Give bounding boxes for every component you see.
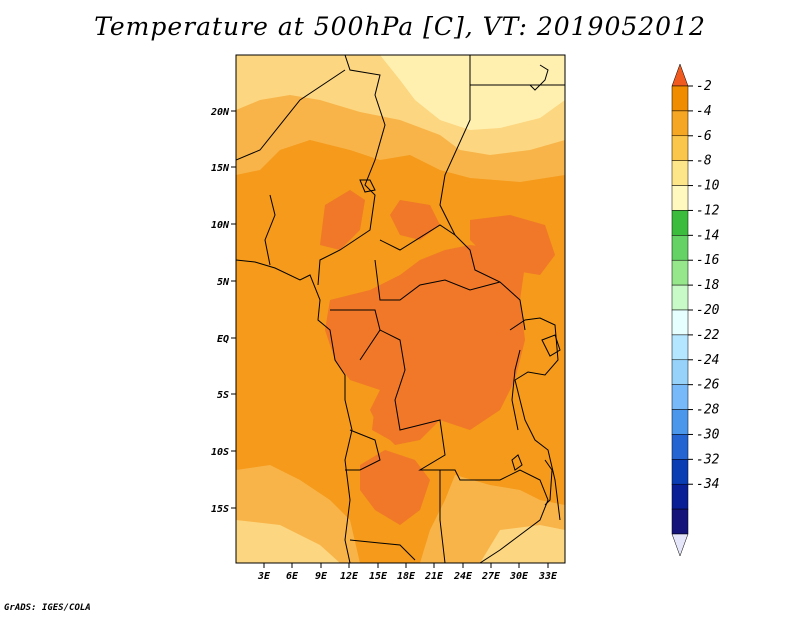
colorbar-label: -26 (696, 378, 720, 393)
border-zambia (440, 469, 549, 563)
map-frame (235, 54, 566, 564)
colorbar-label: -6 (696, 129, 712, 144)
lat-label-10s: 10S (211, 447, 229, 458)
colorbar-label: -28 (696, 403, 720, 418)
lon-label-3e: 3E (257, 571, 271, 582)
colorbar-swatch (671, 110, 689, 137)
colorbar-swatch (671, 434, 689, 460)
lake-victoria (541, 334, 561, 357)
lon-label-15e: 15E (369, 571, 388, 582)
border-niger-chad (317, 55, 386, 286)
field-southeast-8to-10 (480, 525, 565, 563)
colorbar-swatch (671, 483, 689, 510)
border-chad-car (379, 224, 456, 251)
colorbar-swatch (671, 284, 689, 311)
lon-label-12e: 12E (340, 571, 359, 582)
lon-label-30e: 30E (509, 571, 529, 582)
lat-label-5n: 5N (217, 277, 230, 288)
colorbar-swatch (671, 160, 689, 186)
colorbar-label: -24 (696, 353, 719, 368)
colorbar-label: -18 (696, 278, 720, 293)
longitude-axis: 3E 6E 9E 12E 15E 18E 21E 24E 27E 30E 33E (257, 563, 558, 582)
lon-label-27e: 27E (481, 571, 501, 582)
field-central-2to-4 (325, 245, 525, 445)
border-benin-nigeria (264, 194, 276, 266)
country-borders (236, 55, 565, 563)
lake-mweru (511, 454, 523, 471)
lon-label-6e: 6E (286, 571, 299, 582)
field-chad-2to-4 (390, 200, 440, 240)
lat-label-15s: 15S (211, 504, 229, 515)
field-nigeria-2to-4 (320, 190, 365, 250)
colorbar-label: -30 (696, 427, 720, 442)
colorbar-label: -32 (696, 452, 720, 467)
field-north-10to-12 (380, 55, 565, 130)
colorbar-swatch (671, 359, 689, 385)
field-drc-south-2to-4 (372, 405, 410, 440)
colorbar-label: -34 (696, 477, 719, 492)
colorbar-label: -20 (696, 303, 720, 318)
lat-label-10n: 10N (211, 220, 230, 231)
lat-label-eq: EQ (217, 334, 229, 345)
lake-albert-tanganyika (511, 349, 521, 431)
lake-chad (359, 179, 376, 193)
border-angola-zambia (439, 470, 446, 563)
lat-label-20n: 20N (210, 107, 230, 118)
colorbar-swatch-bottom (671, 533, 689, 557)
border-congo-drc (379, 329, 446, 471)
colorbar: -2 -4 -6 -8 -10 -12 -14 -16 -18 -20 -22 -24 -26 -28 -3… (671, 63, 720, 557)
colorbar-label: -22 (696, 328, 720, 343)
colorbar-label: -14 (696, 228, 719, 243)
latitude-axis: 20N 15N 10N 5N EQ 5S 10S 15S (210, 107, 236, 515)
lon-label-33e: 33E (538, 571, 558, 582)
colorbar-swatch (671, 384, 689, 410)
field-angola-2to-4 (360, 450, 430, 525)
colorbar-swatch (671, 409, 689, 435)
nile-delta (529, 64, 549, 91)
colorbar-swatch (671, 185, 689, 211)
colorbar-swatch (671, 334, 689, 361)
border-mali-niger (236, 69, 346, 161)
grads-credit: GrADS: IGES/COLA (4, 603, 91, 613)
colorbar-label: -2 (696, 79, 712, 94)
border-uganda-kenya (509, 317, 559, 381)
lon-label-18e: 18E (397, 571, 416, 582)
border-tanzania (514, 379, 561, 521)
colorbar-label: -10 (696, 179, 720, 194)
colorbar-swatch (671, 459, 689, 485)
border-car-drc (374, 259, 501, 301)
border-chad-sudan (439, 55, 526, 331)
border-namibia (349, 539, 416, 561)
lon-label-24e: 24E (453, 571, 473, 582)
lon-label-21e: 21E (424, 571, 444, 582)
lon-label-9e: 9E (315, 571, 328, 582)
lat-label-5s: 5S (217, 390, 229, 401)
colorbar-swatch (671, 210, 689, 236)
temperature-field (236, 55, 565, 563)
coastline-west (236, 259, 353, 563)
colorbar-label: -16 (696, 253, 720, 268)
colorbar-label: -8 (696, 154, 712, 169)
colorbar-swatch (671, 259, 689, 286)
colorbar-swatch (671, 309, 689, 336)
field-northeast-2to-4 (470, 215, 555, 275)
colorbar-swatch (671, 235, 689, 261)
colorbar-swatch-top (671, 63, 689, 87)
lake-malawi (544, 459, 553, 506)
border-angola-north (345, 429, 381, 471)
colorbar-label: -12 (696, 203, 720, 218)
colorbar-label: -4 (696, 104, 712, 119)
colorbar-swatch (671, 135, 689, 161)
field-southwest-8to-10 (236, 520, 340, 563)
colorbar-swatch (671, 508, 689, 535)
chart-title: Temperature at 500hPa [C], VT: 201905201… (94, 12, 706, 41)
colorbar-swatch (671, 85, 689, 112)
lat-label-15n: 15N (211, 163, 230, 174)
